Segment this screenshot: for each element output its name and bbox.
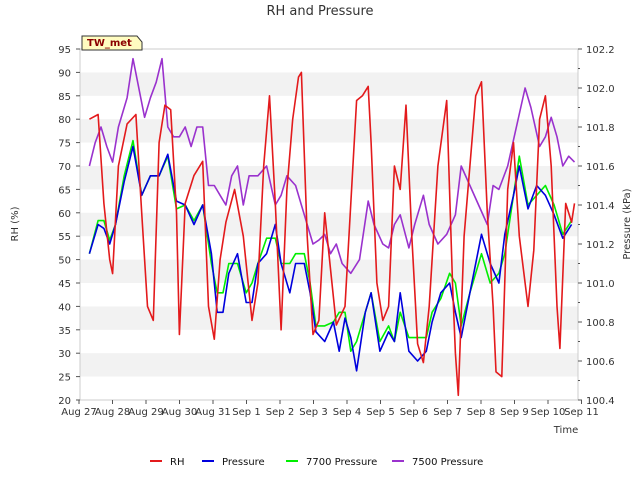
x-tick-label: Aug 29 — [128, 407, 163, 418]
legend-label: 7500 Pressure — [412, 457, 483, 468]
y-left-tick-label: 75 — [58, 139, 71, 150]
series-line-rh — [89, 71, 576, 397]
x-tick-label: Sep 11 — [564, 407, 599, 418]
x-tick-label: Sep 9 — [500, 407, 528, 418]
y-right-tick-label: 101.8 — [586, 123, 615, 134]
y-right-tick-label: 102.2 — [586, 45, 615, 56]
grid-band — [80, 212, 578, 237]
y-left-tick-label: 80 — [58, 115, 71, 126]
y-left-tick-label: 85 — [58, 92, 71, 103]
series-line-pressure — [88, 145, 573, 372]
grid-band — [80, 259, 578, 283]
grid-band — [80, 119, 578, 143]
y-axis-left: 20 25 30 35 40 45 50 55 60 65 70 75 80 85 90 95 — [58, 45, 80, 407]
y-axis-left-label: RH (%) — [10, 206, 21, 241]
legend-label: RH — [170, 457, 184, 468]
y-right-tick-label: 100.6 — [586, 357, 615, 368]
x-tick-label: Sep 6 — [400, 407, 428, 418]
grid-band — [80, 166, 578, 190]
legend: RH Pressure 7700 Pressure 7500 Pressure — [150, 457, 483, 468]
y-axis-right-label: Pressure (kPa) — [622, 188, 633, 259]
x-axis-label: Time — [553, 425, 578, 436]
y-right-tick-label: 101.4 — [586, 201, 615, 212]
y-left-tick-label: 90 — [58, 68, 71, 79]
grid-band — [80, 353, 578, 377]
x-tick-label: Sep 2 — [266, 407, 294, 418]
grid-band — [80, 72, 578, 96]
x-tick-label: Aug 28 — [95, 407, 130, 418]
y-right-tick-label: 101.6 — [586, 162, 615, 173]
x-tick-label: Sep 1 — [232, 407, 260, 418]
y-left-tick-label: 45 — [58, 279, 71, 290]
y-left-tick-label: 20 — [58, 396, 71, 407]
y-left-tick-label: 40 — [58, 302, 71, 313]
chart-title: RH and Pressure — [266, 4, 373, 19]
y-left-tick-label: 50 — [58, 256, 71, 267]
x-tick-label: Aug 27 — [61, 407, 96, 418]
y-left-tick-label: 70 — [58, 162, 71, 173]
y-right-tick-label: 102.0 — [586, 84, 615, 95]
station-badge-box — [81, 35, 143, 51]
series-line-7700-pressure — [88, 139, 573, 352]
y-right-tick-label: 101.0 — [586, 279, 615, 290]
y-left-tick-label: 30 — [58, 349, 71, 360]
x-tick-label: Sep 10 — [531, 407, 566, 418]
x-tick-label: Sep 4 — [333, 407, 361, 418]
x-tick-label: Sep 8 — [467, 407, 495, 418]
station-badge: TW_met — [81, 35, 143, 51]
y-left-tick-label: 55 — [58, 232, 71, 243]
y-right-tick-label: 100.8 — [586, 318, 615, 329]
legend-label: Pressure — [222, 457, 265, 468]
y-left-tick-label: 95 — [58, 45, 71, 56]
y-axis-right: 100.4 100.6 100.8 101.0 101.2 101.4 101.6 101.8… — [578, 45, 615, 407]
x-tick-label: Aug 31 — [195, 407, 230, 418]
x-tick-label: Sep 7 — [433, 407, 461, 418]
y-right-tick-label: 101.2 — [586, 240, 615, 251]
y-right-tick-label: 100.4 — [586, 396, 615, 407]
series-line-7500-pressure — [88, 57, 576, 275]
y-left-tick-label: 60 — [58, 209, 71, 220]
x-tick-label: Sep 5 — [366, 407, 394, 418]
x-tick-label: Aug 30 — [162, 407, 197, 418]
y-left-tick-label: 35 — [58, 326, 71, 337]
series-lines — [88, 57, 576, 397]
legend-label: 7700 Pressure — [306, 457, 377, 468]
station-badge-text: TW_met — [87, 38, 132, 49]
y-left-tick-label: 25 — [58, 373, 71, 384]
y-left-tick-label: 65 — [58, 185, 71, 196]
x-tick-label: Sep 3 — [299, 407, 327, 418]
